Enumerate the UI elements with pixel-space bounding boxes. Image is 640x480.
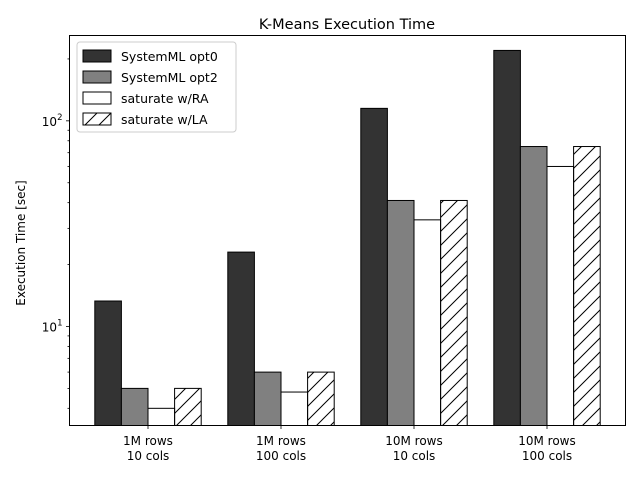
legend-swatch-2 [82,91,112,105]
x-tick-label-2-1: 10 cols [393,449,436,463]
bar-systemml-opt0-3 [493,49,521,426]
plot-frame [69,35,626,426]
y-tick-label-0: 101 [42,318,63,334]
bar-systemml-opt0-0 [94,300,122,427]
bar-saturate-w-la-2 [440,199,468,426]
x-tick-label-0-1: 10 cols [127,449,170,463]
y-tick-exponent: 2 [57,113,62,123]
bar-systemml-opt2-2 [386,199,415,426]
legend-label-3: saturate w/LA [121,112,208,127]
bars-group [94,49,601,427]
bar-saturate-w-la-1 [307,371,335,426]
bar-saturate-w-ra-3 [546,165,575,427]
legend-swatch-0 [82,49,112,63]
bar-systemml-opt0-2 [360,107,388,427]
bar-saturate-w-la-3 [573,146,601,426]
x-tick-label-0-0: 1M rows [123,434,173,448]
y-tick-base: 10 [42,320,57,334]
bar-systemml-opt0-1 [227,251,255,426]
y-tick-exponent: 1 [57,318,62,328]
x-tick-label-1-1: 100 cols [256,449,306,463]
chart-title: K-Means Execution Time [259,17,435,33]
y-tick-label-1: 102 [42,113,63,129]
legend-label-1: SystemML opt2 [121,70,218,85]
legend-label-2: saturate w/RA [121,91,209,106]
bar-saturate-w-la-0 [174,387,202,427]
bar-systemml-opt2-0 [120,387,149,427]
legend-swatch-1 [82,70,112,84]
x-tick-label-1-0: 1M rows [256,434,306,448]
x-tick-label-3-1: 100 cols [522,449,572,463]
legend-label-0: SystemML opt0 [121,49,218,64]
legend: SystemML opt0 SystemML opt2 saturate w/RA s… [76,41,237,133]
bar-systemml-opt2-1 [253,371,282,426]
legend-box [76,41,237,133]
bar-saturate-w-ra-1 [280,391,309,427]
y-tick-base: 10 [42,115,57,129]
bar-saturate-w-ra-2 [413,219,442,426]
legend-swatch-3 [82,112,112,126]
x-tick-label-2-0: 10M rows [385,434,443,448]
x-tick-label-3-0: 10M rows [518,434,576,448]
bar-saturate-w-ra-0 [147,407,176,427]
bar-systemml-opt2-3 [519,146,548,426]
y-axis-label: Execution Time [sec] [14,180,28,305]
